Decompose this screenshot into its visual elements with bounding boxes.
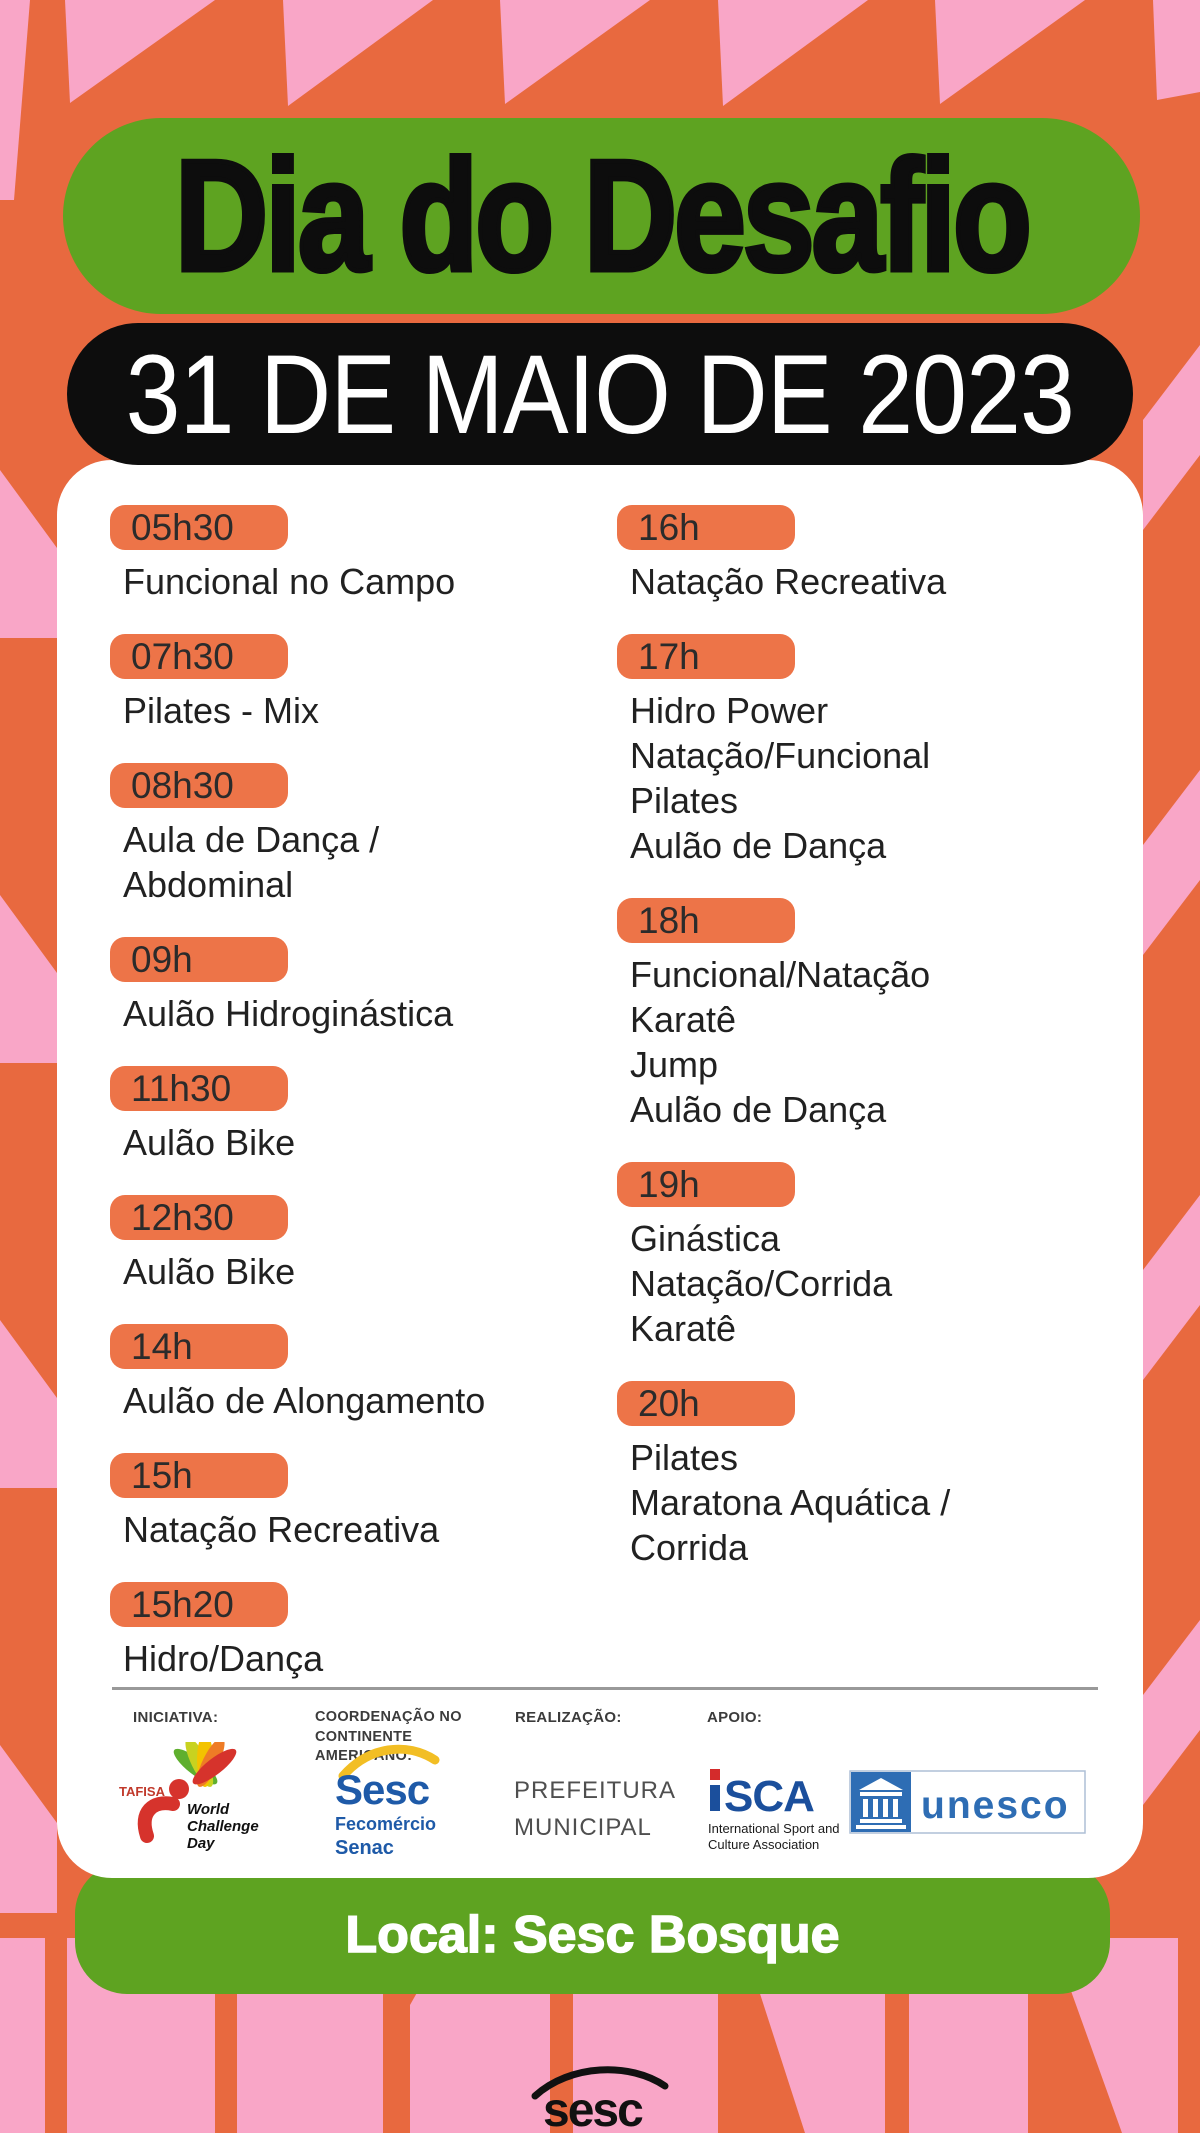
label-apoio: APOIO:: [707, 1709, 763, 1726]
svg-text:Challenge: Challenge: [187, 1818, 259, 1835]
schedule-entry: 09h Aulão Hidroginástica: [110, 937, 580, 1036]
label-iniciativa: INICIATIVA:: [133, 1709, 219, 1726]
svg-text:TAFISA: TAFISA: [119, 1784, 166, 1799]
time-badge: 18h: [617, 898, 795, 943]
activity-line: Corrida: [630, 1527, 749, 1568]
activity-line: Aulão Bike: [123, 1122, 296, 1163]
time-badge: 05h30: [110, 505, 288, 550]
unesco-logo: unesco: [849, 1770, 1086, 1839]
date-banner: 31 DE MAIO DE 2023: [67, 323, 1133, 465]
schedule-entry: 05h30 Funcional no Campo: [110, 505, 580, 604]
prefeitura-text: PREFEITURA MUNICIPAL: [514, 1772, 676, 1846]
schedule-entry: 19h Ginástica Natação/Corrida Karatê: [617, 1162, 1087, 1351]
activity-line: Natação/Corrida: [630, 1263, 893, 1304]
location-bar: Local: Sesc Bosque: [75, 1862, 1110, 1994]
isca-logo: SCA International Sport and Culture Asso…: [702, 1755, 847, 1865]
svg-text:SCA: SCA: [724, 1772, 814, 1821]
sesc-logo: sesc: [515, 2058, 685, 2133]
activity-line: Pilates: [630, 1437, 739, 1478]
schedule-column-left: 05h30 Funcional no Campo 07h30 Pilates - Mi…: [110, 505, 580, 1711]
svg-text:Fecomércio: Fecomércio: [335, 1814, 436, 1834]
activity-line: Karatê: [630, 999, 737, 1040]
svg-text:unesco: unesco: [921, 1784, 1070, 1827]
schedule-entry: 17h Hidro Power Natação/Funcional Pilates Au…: [617, 634, 1087, 868]
divider-line: [112, 1687, 1098, 1690]
activity-line: Abdominal: [123, 864, 294, 905]
activity-line: Pilates: [630, 780, 739, 821]
schedule-card: 05h30 Funcional no Campo 07h30 Pilates - Mi…: [57, 460, 1143, 1878]
activity-line: Aulão Bike: [123, 1251, 296, 1292]
time-badge: 14h: [110, 1324, 288, 1369]
activity-line: Ginástica: [630, 1218, 781, 1259]
label-realizacao: REALIZAÇÃO:: [515, 1709, 622, 1726]
svg-text:Sesc: Sesc: [335, 1766, 430, 1813]
title-banner: Dia do Desafio: [63, 118, 1140, 314]
activity-line: Natação Recreativa: [123, 1509, 440, 1550]
schedule-entry: 20h Pilates Maratona Aquática / Corrida: [617, 1381, 1087, 1570]
schedule-entry: 18h Funcional/Natação Karatê Jump Aulão de D…: [617, 898, 1087, 1132]
svg-text:Day: Day: [187, 1835, 215, 1852]
activity-line: Jump: [630, 1044, 719, 1085]
activity-line: Hidro Power: [630, 690, 829, 731]
activity-line: Pilates - Mix: [123, 690, 320, 731]
activity-line: Aulão Hidroginástica: [123, 993, 454, 1034]
activity-line: Aulão de Dança: [630, 825, 887, 866]
activity-line: Karatê: [630, 1308, 737, 1349]
time-badge: 11h30: [110, 1066, 288, 1111]
activity-line: Natação/Funcional: [630, 735, 931, 776]
activity-line: Natação Recreativa: [630, 561, 947, 602]
svg-text:Culture Association: Culture Association: [708, 1837, 819, 1852]
schedule-entry: 14h Aulão de Alongamento: [110, 1324, 580, 1423]
time-badge: 16h: [617, 505, 795, 550]
activity-line: Aula de Dança /: [123, 819, 380, 860]
activity-line: Aulão de Dança: [630, 1089, 887, 1130]
time-badge: 12h30: [110, 1195, 288, 1240]
time-badge: 15h20: [110, 1582, 288, 1627]
schedule-entry: 15h20 Hidro/Dança: [110, 1582, 580, 1681]
time-badge: 15h: [110, 1453, 288, 1498]
svg-text:International Sport and: International Sport and: [708, 1821, 840, 1836]
time-badge: 17h: [617, 634, 795, 679]
activity-line: Funcional no Campo: [123, 561, 456, 602]
activity-line: Hidro/Dança: [123, 1638, 324, 1679]
location-text: Local: Sesc Bosque: [345, 1905, 841, 1965]
activity-line: Maratona Aquática /: [630, 1482, 951, 1523]
time-badge: 09h: [110, 937, 288, 982]
activity-line: Aulão de Alongamento: [123, 1380, 486, 1421]
schedule-entry: 08h30 Aula de Dança / Abdominal: [110, 763, 580, 907]
svg-text:sesc: sesc: [543, 2084, 643, 2133]
time-badge: 19h: [617, 1162, 795, 1207]
schedule-entry: 12h30 Aulão Bike: [110, 1195, 580, 1294]
activity-line: Funcional/Natação: [630, 954, 931, 995]
schedule-column-right: 16h Natação Recreativa 17h Hidro Power Nataç…: [617, 505, 1087, 1600]
time-badge: 07h30: [110, 634, 288, 679]
sesc-fecomercio-logo: Sesc Fecomércio Senac: [325, 1742, 455, 1867]
prefeitura-line: PREFEITURA: [514, 1777, 677, 1804]
svg-text:World: World: [187, 1801, 230, 1818]
schedule-entry: 16h Natação Recreativa: [617, 505, 1087, 604]
tafisa-logo: TAFISA World Challenge Day: [119, 1733, 269, 1862]
prefeitura-line: MUNICIPAL: [514, 1814, 652, 1842]
event-date: 31 DE MAIO DE 2023: [125, 331, 1075, 457]
event-title: Dia do Desafio: [172, 125, 1033, 306]
schedule-entry: 11h30 Aulão Bike: [110, 1066, 580, 1165]
schedule-entry: 15h Natação Recreativa: [110, 1453, 580, 1552]
svg-text:Senac: Senac: [335, 1837, 394, 1859]
time-badge: 20h: [617, 1381, 795, 1426]
time-badge: 08h30: [110, 763, 288, 808]
schedule-entry: 07h30 Pilates - Mix: [110, 634, 580, 733]
